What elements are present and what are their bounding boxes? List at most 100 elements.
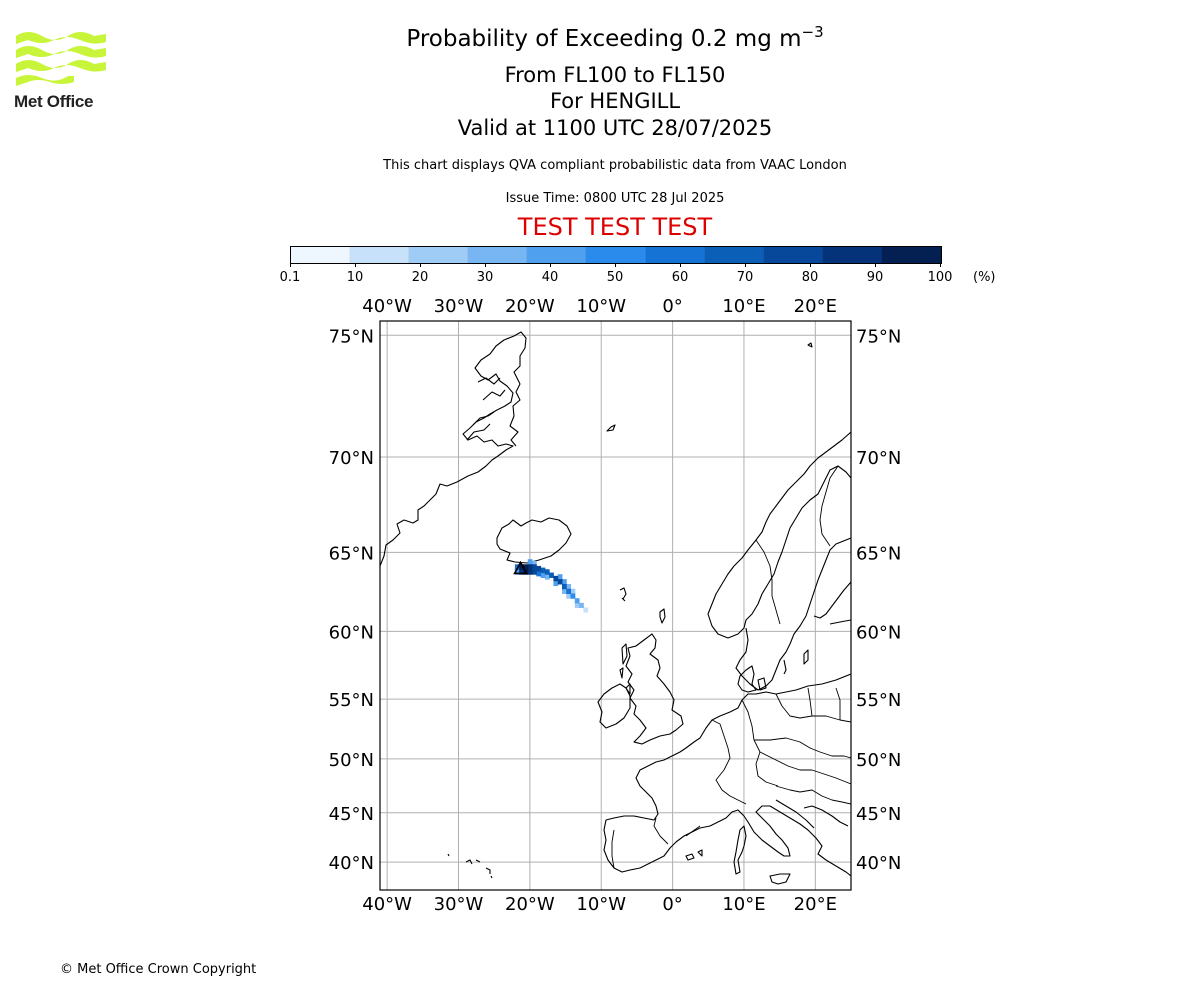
latitude-label: 65°N [856, 543, 901, 564]
ash-plume-cell [514, 569, 520, 575]
colorbar-tick-mark [420, 263, 421, 267]
latitude-label: 40°N [329, 853, 374, 874]
latitude-label: 40°N [856, 853, 901, 874]
ash-plume-cell [519, 564, 524, 570]
colorbar-segment [881, 247, 942, 263]
coastline-corsica-sardinia [733, 825, 747, 875]
colorbar-tick-mark [485, 263, 486, 267]
coastline-scandinavia [707, 431, 851, 639]
ash-plume-cell [532, 560, 537, 567]
colorbar-segment [704, 247, 764, 263]
colorbar-segment [527, 247, 587, 263]
latitude-label: 75°N [329, 326, 374, 347]
colorbar-tick-mark [290, 263, 291, 267]
flight-level-range: From FL100 to FL150 [504, 63, 726, 87]
colorbar-tick-label: 60 [671, 270, 689, 285]
colorbar-tick-label: 70 [736, 270, 754, 285]
issue-time: Issue Time: 0800 UTC 28 Jul 2025 [505, 191, 725, 206]
coastlines [380, 331, 851, 885]
ash-plume-cell [540, 572, 546, 578]
coastline-jan-mayen [606, 424, 616, 432]
longitude-label: 30°W [434, 894, 484, 915]
ash-plume-cell [549, 572, 554, 578]
ash-plume-cell [532, 564, 537, 570]
country-borders [611, 465, 851, 869]
coastline-shetland [659, 608, 666, 624]
map-frame [379, 320, 852, 891]
ash-plume-cell [523, 564, 529, 570]
met-office-logo-text: Met Office [14, 92, 94, 111]
colorbar-segment [822, 247, 882, 263]
latitude-labels-left: 75°N 70°N 65°N 60°N 55°N 50°N 45°N 40°N [329, 326, 374, 874]
probability-colorbar [290, 246, 942, 264]
longitude-label: 10°W [576, 894, 626, 915]
longitude-label: 0° [662, 296, 682, 317]
colorbar-unit: (%) [973, 270, 996, 285]
latitude-label: 45°N [856, 804, 901, 825]
coastline-ireland [597, 683, 631, 729]
ash-plume-cell [570, 593, 576, 599]
volcano-triangle-icon [513, 560, 528, 575]
coastline-denmark [737, 665, 767, 693]
ash-plume-cell [519, 569, 524, 575]
volcano-name: For HENGILL [549, 89, 681, 113]
colorbar-tick-label: 30 [476, 270, 494, 285]
colorbar-tick-label: 90 [866, 270, 884, 285]
colorbar-tick-mark [615, 263, 616, 267]
longitude-label: 40°W [362, 296, 412, 317]
coastline-finland [813, 581, 851, 625]
chart-subtitle: This chart displays QVA compliant probab… [383, 158, 847, 173]
colorbar-segment [763, 247, 823, 263]
longitude-label: 10°W [576, 296, 626, 317]
latitude-label: 60°N [329, 622, 374, 643]
ash-plume-cell [579, 602, 584, 608]
coastline-sweden-east [735, 537, 851, 691]
longitude-label: 10°E [722, 894, 765, 915]
ash-plume-cell [527, 559, 533, 565]
latitude-label: 50°N [856, 750, 901, 771]
colorbar-tick-mark [875, 263, 876, 267]
colorbar-tick-mark [550, 263, 551, 267]
ash-plume-cell [561, 583, 567, 590]
colorbar-tick-label: 100 [927, 270, 953, 285]
coastline-greenland [380, 331, 527, 567]
colorbar-tick-label: 10 [346, 270, 364, 285]
latitude-label: 70°N [329, 448, 374, 469]
ash-plume-cell [574, 602, 580, 608]
coastline-balearics [685, 849, 703, 861]
ash-plume-cell [553, 580, 559, 587]
ash-plume-cell [561, 588, 567, 595]
longitude-label: 40°W [362, 894, 412, 915]
longitude-label: 20°W [505, 296, 555, 317]
colorbar-segment [350, 247, 410, 263]
longitude-labels-bottom: 40°W 30°W 20°W 10°W 0° 10°E 20°E [362, 894, 837, 915]
colorbar-segment [586, 247, 646, 263]
ash-plume-cell [566, 588, 572, 595]
ash-plume-cell [566, 593, 572, 599]
colorbar-segment [409, 247, 469, 263]
coastline-azores [447, 853, 493, 879]
ash-plume-cell [583, 607, 589, 613]
colorbar-segment [291, 247, 351, 263]
longitude-labels-top: 40°W 30°W 20°W 10°W 0° 10°E 20°E [362, 296, 837, 317]
colorbar-tick-mark [745, 263, 746, 267]
coastline-faroe [619, 587, 627, 602]
latitude-labels-right: 75°N 70°N 65°N 60°N 55°N 50°N 45°N 40°N [856, 326, 901, 874]
colorbar-tick-mark [680, 263, 681, 267]
colorbar-tick-label: 40 [541, 270, 559, 285]
colorbar-tick-label: 20 [411, 270, 429, 285]
latitude-label: 50°N [329, 750, 374, 771]
latitude-label: 75°N [856, 326, 901, 347]
coastline-bear-island [807, 342, 813, 348]
valid-time: Valid at 1100 UTC 28/07/2025 [457, 116, 773, 140]
colorbar-tick-mark [810, 263, 811, 267]
coastline-sicily [769, 873, 791, 885]
ash-plume-cell [540, 567, 546, 574]
met-office-logo-icon [16, 32, 106, 86]
ash-plume-cell [527, 564, 533, 570]
latitude-label: 70°N [856, 448, 901, 469]
ash-plume-cell [544, 569, 550, 575]
ash-plume-cell [553, 575, 559, 582]
longitude-label: 20°E [794, 296, 837, 317]
ash-plume-cell [532, 569, 537, 575]
